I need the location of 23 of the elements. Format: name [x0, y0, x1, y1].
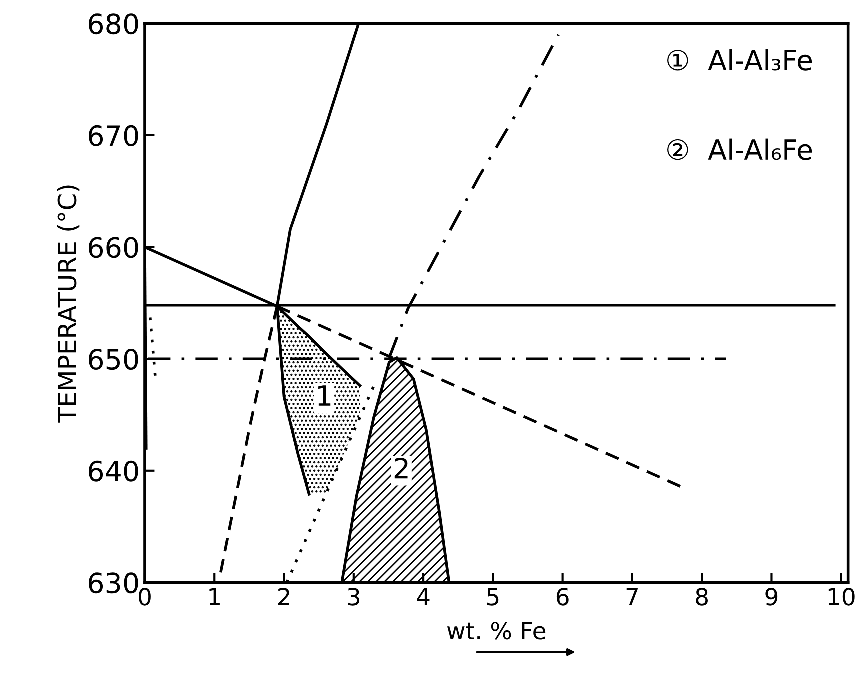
x-axis-title: wt. % Fe	[447, 622, 546, 640]
y-tick-label: 670	[89, 125, 138, 146]
x-tick-label: 0	[139, 588, 151, 606]
y-tick-label: 640	[89, 460, 138, 482]
x-tick-label: 2	[278, 588, 290, 606]
y-axis-title: TEMPERATURE (°C)	[57, 186, 80, 423]
x-tick-label: 8	[696, 588, 708, 606]
x-tick-label: 9	[766, 588, 778, 606]
annotation: 1	[318, 386, 331, 406]
x-tick-label: 3	[348, 588, 360, 606]
annotation: ② Al-Al₆Fe	[668, 138, 812, 160]
x-tick-label: 4	[417, 588, 430, 606]
x-tick-label: 6	[556, 588, 569, 606]
x-tick-label: 1	[210, 588, 220, 606]
x-tick-label: 5	[487, 588, 499, 606]
y-tick-label: 650	[89, 349, 138, 370]
y-tick-label: 630	[89, 572, 138, 594]
y-tick-label: 660	[89, 237, 138, 258]
x-tick-label: 10	[828, 588, 855, 606]
annotation: 2	[394, 458, 408, 479]
x-tick-label: 7	[626, 588, 638, 606]
y-tick-label: 680	[89, 14, 138, 35]
annotation: ① Al-Al₃Fe	[668, 49, 812, 71]
